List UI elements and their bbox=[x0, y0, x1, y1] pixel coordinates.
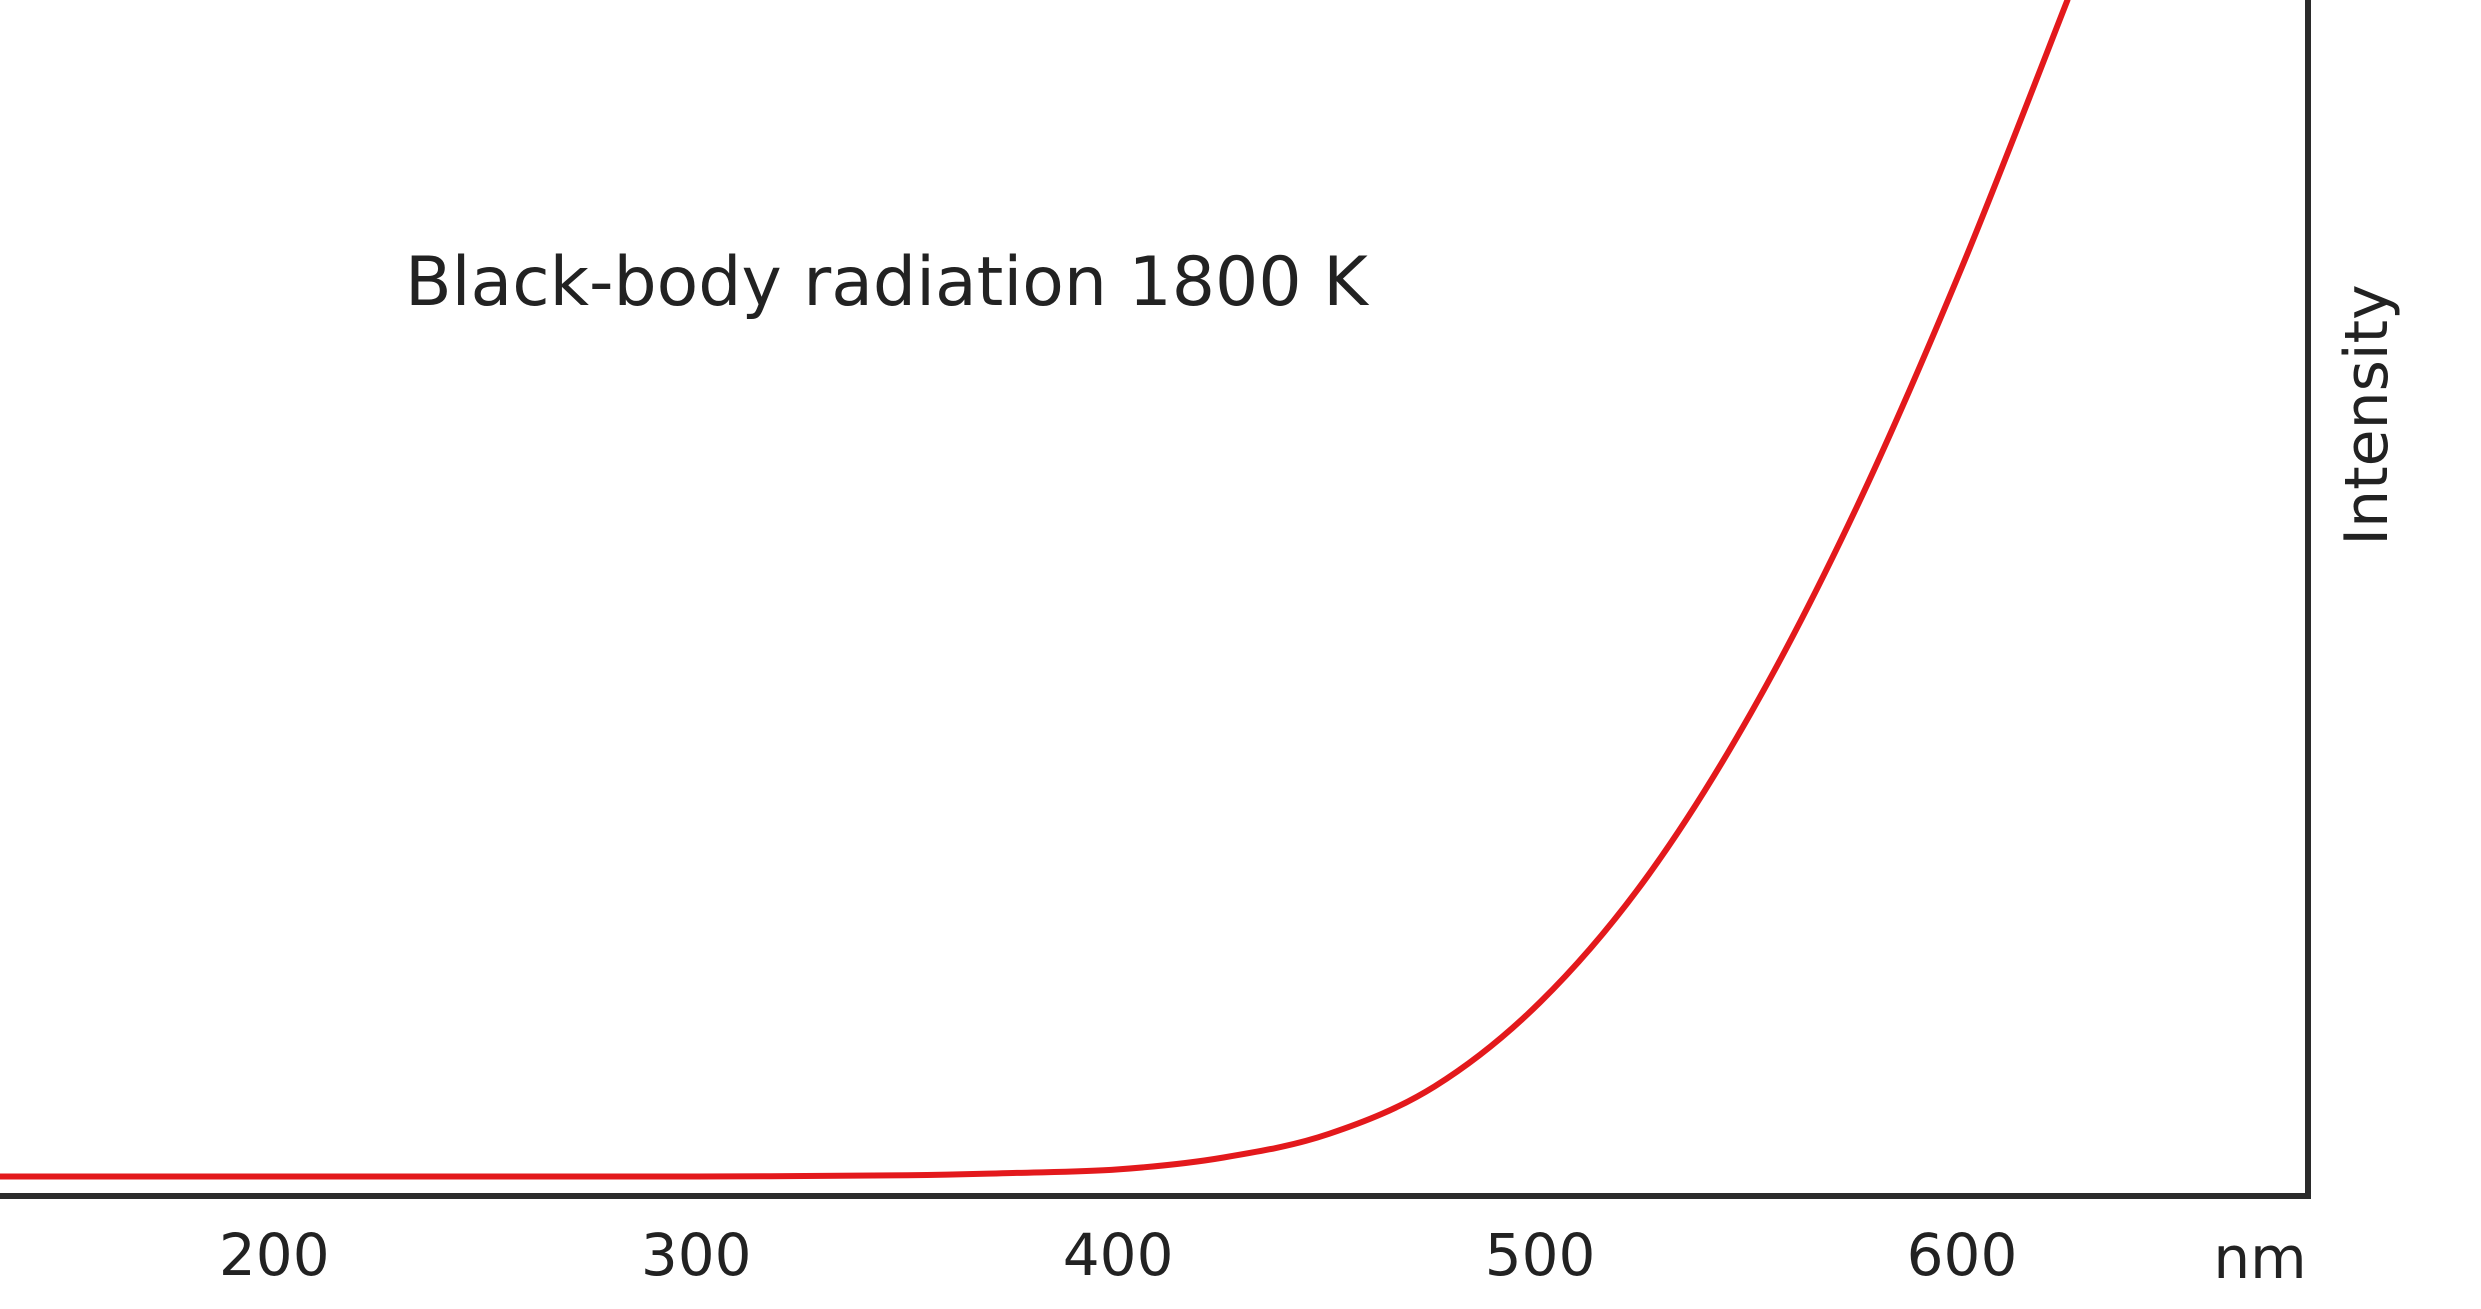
x-tick-label: 200 bbox=[219, 1221, 330, 1289]
spectrum-curve bbox=[0, 0, 2071, 1180]
x-tick-label: 400 bbox=[1063, 1221, 1174, 1289]
series-layer bbox=[0, 0, 2071, 1180]
chart-title: Black-body radiation 1800 K bbox=[405, 243, 1370, 322]
x-tick-label: 300 bbox=[641, 1221, 752, 1289]
x-tick-labels: 200 300 400 500 600 bbox=[219, 1221, 2017, 1289]
y-axis-label: Intensity bbox=[2332, 284, 2402, 545]
x-tick-label: 600 bbox=[1907, 1221, 2018, 1289]
x-axis-label: nm bbox=[2213, 1224, 2306, 1292]
x-tick-label: 500 bbox=[1485, 1221, 1596, 1289]
axis-frame bbox=[0, 0, 2311, 1199]
